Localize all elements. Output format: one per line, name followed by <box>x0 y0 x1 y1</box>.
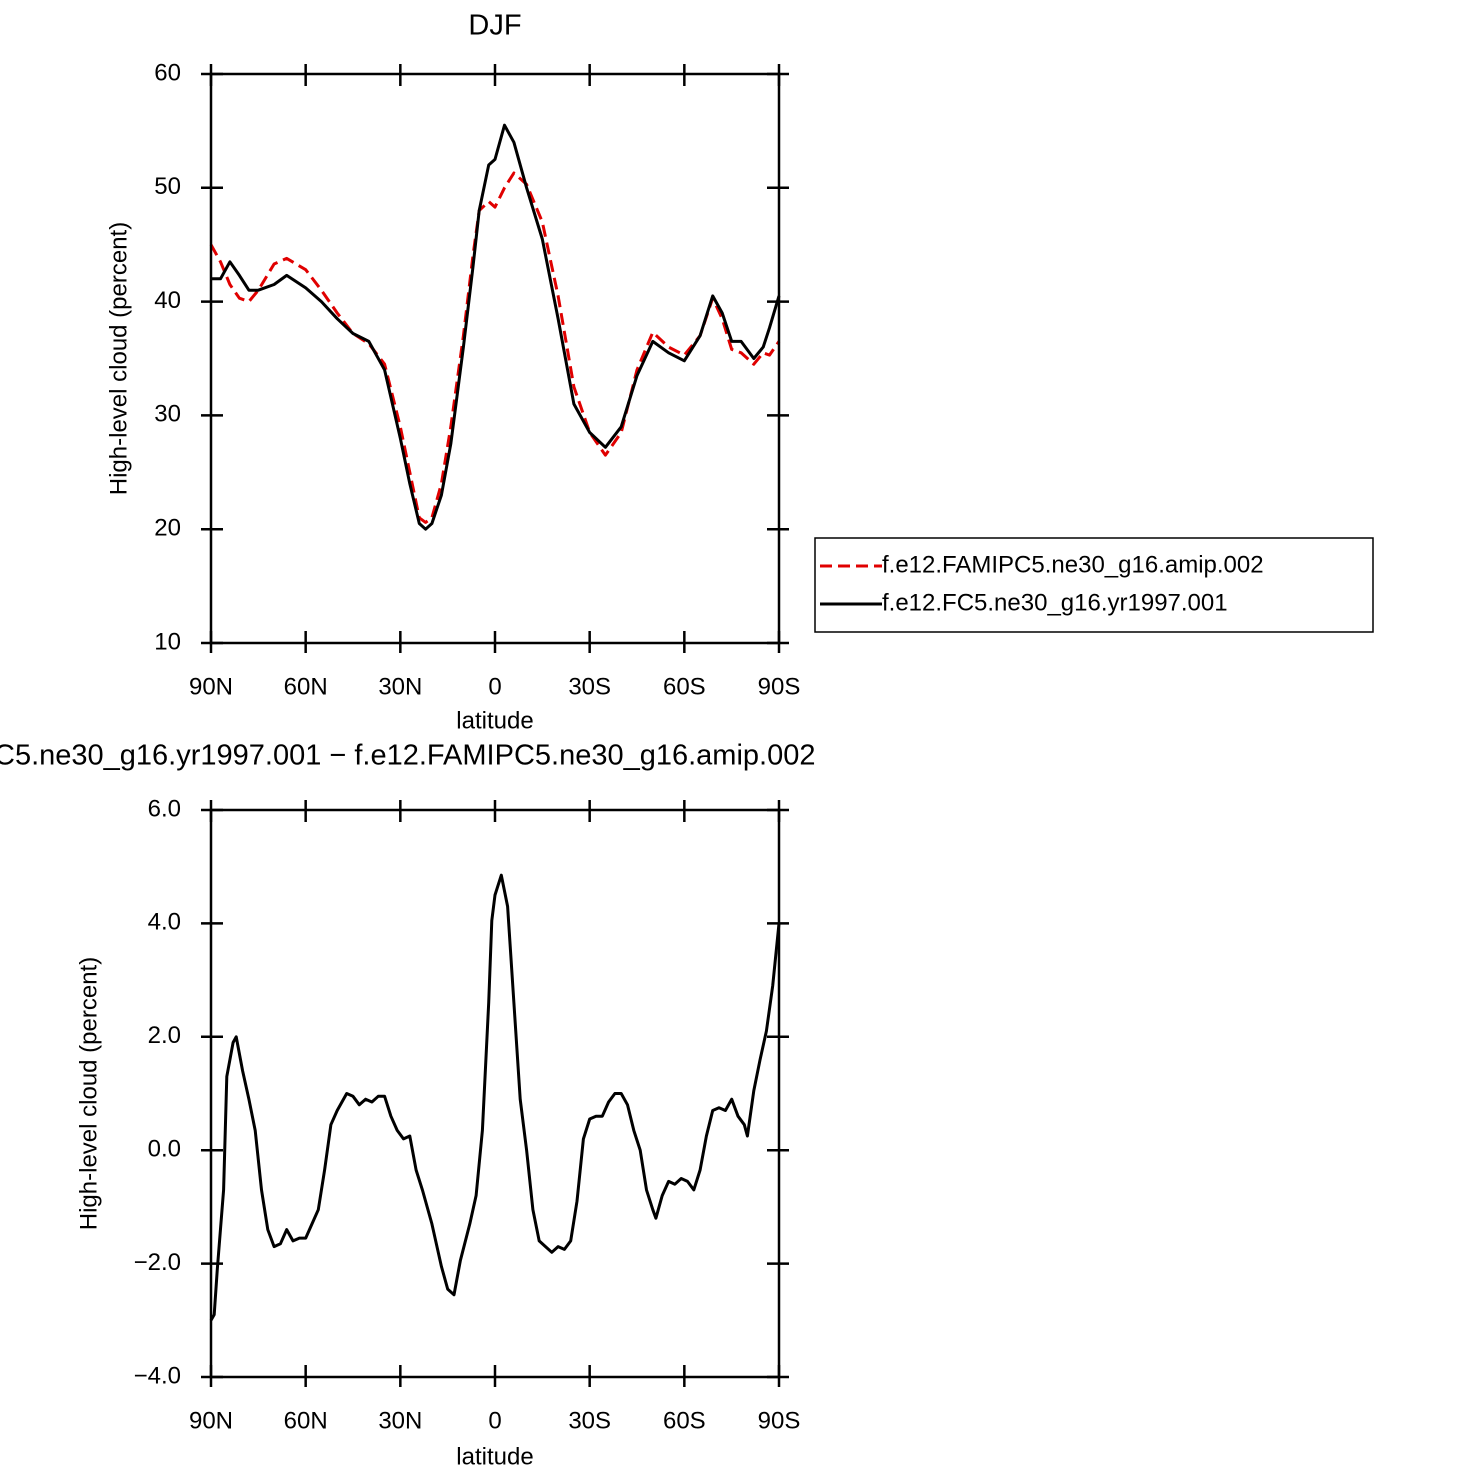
y-tick-label: 4.0 <box>148 909 181 936</box>
x-tick-label: 60N <box>284 1407 328 1434</box>
x-tick-label: 90S <box>758 1407 801 1434</box>
y-tick-label: 50 <box>154 173 181 200</box>
x-tick-label: 60S <box>663 1407 706 1434</box>
legend-label: f.e12.FC5.ne30_g16.yr1997.001 <box>882 589 1228 616</box>
chart-title: DJF <box>468 10 521 42</box>
x-tick-label: 90N <box>189 1407 233 1434</box>
x-tick-label: 0 <box>488 1407 501 1434</box>
y-axis-label: High-level cloud (percent) <box>105 222 132 495</box>
x-tick-label: 60N <box>284 673 328 700</box>
x-tick-label: 60S <box>663 673 706 700</box>
chart-title: C5.ne30_g16.yr1997.001 − f.e12.FAMIPC5.n… <box>0 740 815 772</box>
series-line <box>209 873 781 1322</box>
plot-area <box>209 873 781 1322</box>
x-tick-label: 30N <box>378 673 422 700</box>
y-tick-label: −2.0 <box>134 1249 181 1276</box>
plot-frame <box>209 808 781 1379</box>
y-tick-label: 10 <box>154 628 181 655</box>
series-line <box>211 123 781 531</box>
legend-label: f.e12.FAMIPC5.ne30_g16.amip.002 <box>882 551 1264 578</box>
legend-box <box>814 537 1374 633</box>
x-tick-label: 90S <box>758 673 801 700</box>
y-tick-label: 2.0 <box>148 1022 181 1049</box>
x-tick-label: 30S <box>568 673 611 700</box>
y-tick-label: 40 <box>154 287 181 314</box>
x-axis-label: latitude <box>456 1443 533 1470</box>
series-line <box>209 171 781 524</box>
x-axis-label: latitude <box>456 707 533 734</box>
y-tick-label: 0.0 <box>148 1136 181 1163</box>
y-tick-label: 20 <box>154 515 181 542</box>
plot-frame <box>209 72 781 645</box>
x-tick-label: 30N <box>378 1407 422 1434</box>
y-tick-label: 30 <box>154 401 181 428</box>
y-tick-label: 60 <box>154 59 181 86</box>
y-axis-label: High-level cloud (percent) <box>75 957 102 1230</box>
x-tick-label: 30S <box>568 1407 611 1434</box>
plot-area <box>209 123 781 531</box>
y-tick-label: −4.0 <box>134 1362 181 1389</box>
y-tick-label: 6.0 <box>148 795 181 822</box>
x-tick-label: 0 <box>488 673 501 700</box>
x-tick-label: 90N <box>189 673 233 700</box>
